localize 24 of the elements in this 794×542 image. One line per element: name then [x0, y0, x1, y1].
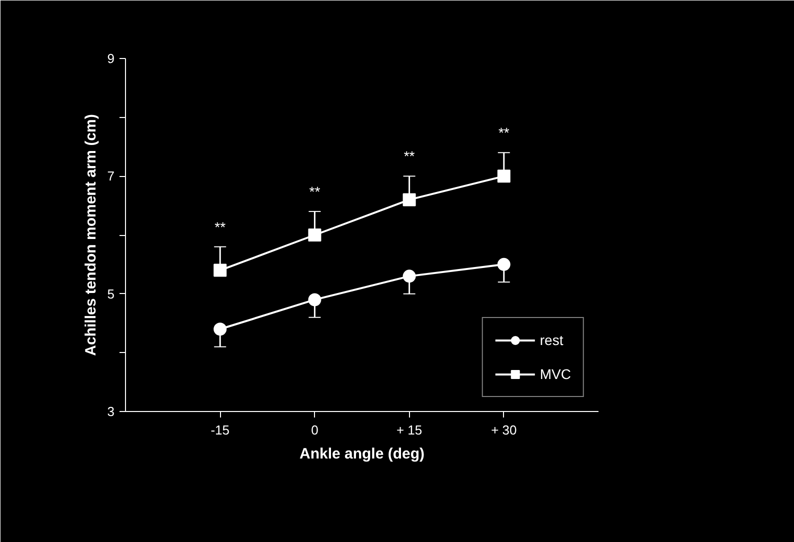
point	[497, 258, 510, 271]
annotation: **	[214, 218, 226, 235]
annotation: **	[404, 148, 416, 164]
y-axis-title: Achilles tendon moment arm (cm)	[82, 114, 100, 356]
point	[214, 322, 227, 336]
y-tick-label: 3	[107, 404, 115, 419]
y-tick-label: 9	[107, 51, 115, 66]
legend-label: rest	[540, 332, 564, 348]
point	[402, 270, 416, 283]
annotation: **	[498, 124, 510, 141]
x-axis-title: Ankle angle (deg)	[299, 446, 425, 462]
point	[214, 264, 227, 277]
point	[402, 193, 416, 206]
x-tick-label: -15	[210, 422, 230, 438]
x-tick-label: 0	[311, 422, 318, 438]
legend-label: MVC	[540, 366, 571, 382]
point	[497, 170, 510, 183]
y-tick-label: 5	[107, 286, 115, 302]
x-tick-label: + 15	[396, 422, 422, 438]
point	[308, 228, 322, 242]
point	[308, 293, 322, 306]
annotation: **	[309, 183, 321, 200]
y-tick-label: 7	[107, 168, 115, 184]
x-tick-label: + 30	[491, 422, 517, 438]
